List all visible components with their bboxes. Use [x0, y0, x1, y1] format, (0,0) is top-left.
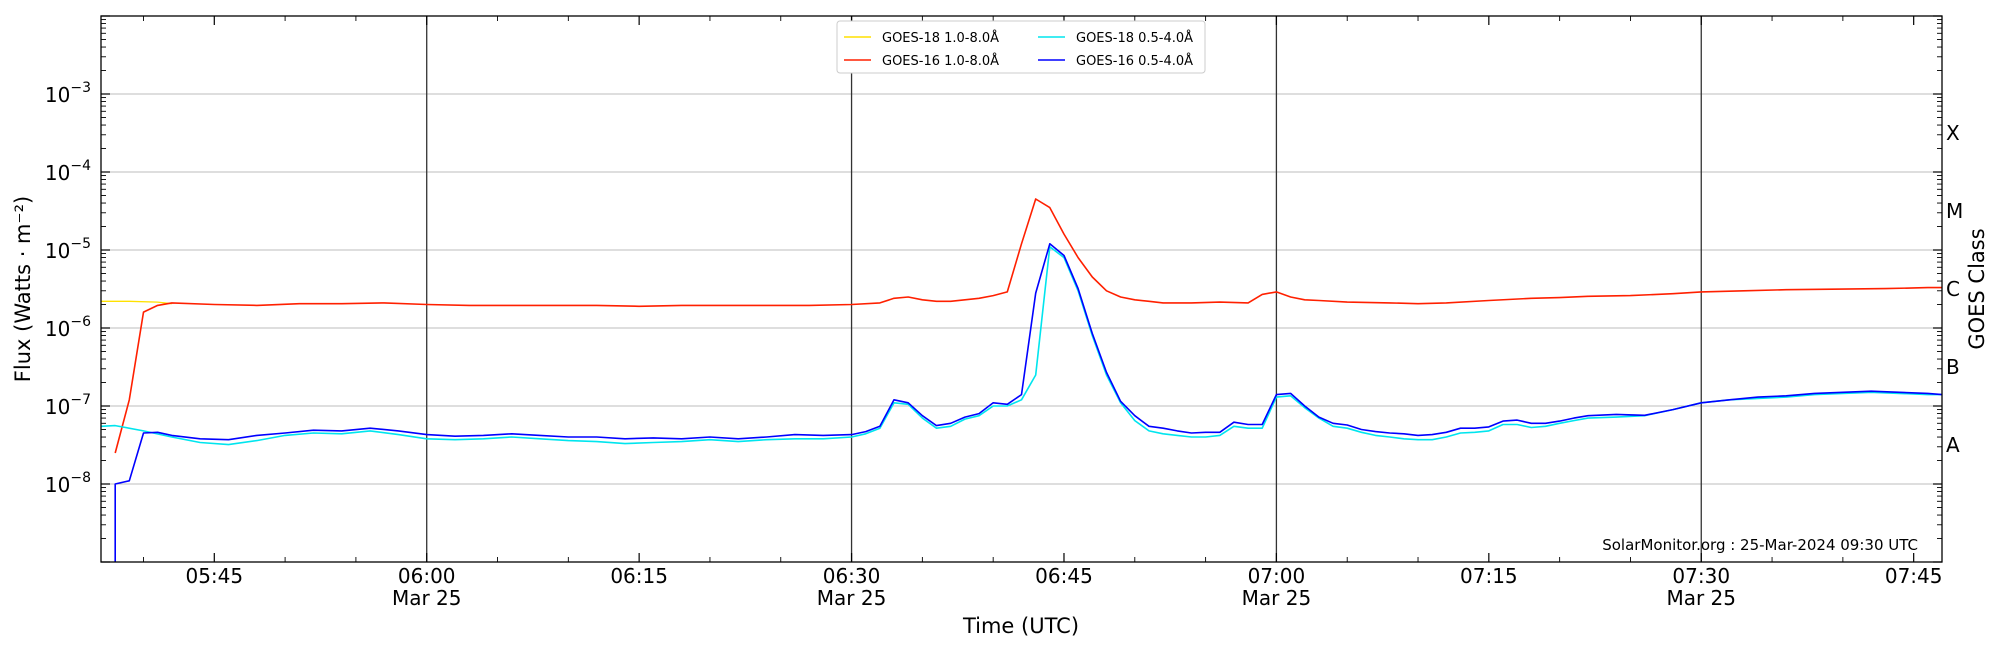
series-line	[101, 300, 172, 305]
y-tick-base: 10	[45, 83, 70, 107]
goes-class-label: M	[1946, 199, 1963, 223]
y-tick-label: 10−3	[45, 80, 91, 107]
grid-lines	[101, 93, 1942, 485]
x-tick-label: 07:45	[1885, 564, 1943, 588]
goes-class-label: C	[1946, 277, 1960, 301]
goes-class-axis: X M C B A	[1946, 121, 1963, 457]
y-tick-exponent: −8	[70, 470, 91, 486]
x-tick-label: 06:15	[610, 564, 668, 588]
series-line	[100, 246, 1942, 446]
legend-entry: GOES-18 0.5-4.0Å	[1076, 30, 1193, 46]
x-tick-label: 05:45	[185, 564, 243, 588]
legend-box	[836, 20, 1206, 74]
plot-frame	[100, 15, 1943, 563]
legend: GOES-18 1.0-8.0Å GOES-18 0.5-4.0Å GOES-16 …	[836, 20, 1206, 74]
y-tick-exponent: −4	[70, 158, 91, 174]
x-tick-label: 06:45	[1035, 564, 1093, 588]
date-marker-lines	[426, 16, 1702, 562]
goes-class-label: B	[1946, 355, 1960, 379]
goes-class-label: X	[1946, 121, 1960, 145]
series-line	[114, 243, 1943, 562]
y-tick-base: 10	[45, 395, 70, 419]
x-tick-date-label: Mar 25	[1242, 586, 1312, 610]
data-series	[100, 198, 1943, 562]
y-tick-label: 10−4	[45, 158, 91, 185]
legend-entry: GOES-16 1.0-8.0Å	[882, 53, 999, 69]
y-tick-base: 10	[45, 239, 70, 263]
series-line	[114, 198, 1942, 454]
y-tick-label: 10−8	[45, 470, 91, 497]
x-tick-label: 06:30	[823, 564, 881, 588]
x-axis-title: Time (UTC)	[962, 614, 1079, 638]
x-tick-date-label: Mar 25	[1666, 586, 1736, 610]
y-axis-title: Flux (Watts · m⁻²)	[11, 196, 35, 382]
x-tick-label: 07:00	[1248, 564, 1306, 588]
watermark: SolarMonitor.org : 25-Mar-2024 09:30 UTC	[1602, 536, 1918, 554]
y-tick-base: 10	[45, 317, 70, 341]
x-tick-date-label: Mar 25	[817, 586, 887, 610]
legend-entry: GOES-16 0.5-4.0Å	[1076, 53, 1193, 69]
x-tick-label: 07:15	[1460, 564, 1518, 588]
y-tick-base: 10	[45, 161, 70, 185]
y-tick-label: 10−7	[45, 392, 91, 419]
legend-entry: GOES-18 1.0-8.0Å	[882, 30, 999, 46]
y-tick-base: 10	[45, 473, 70, 497]
goes-class-axis-title: GOES Class	[1965, 228, 1989, 349]
y-tick-exponent: −6	[70, 314, 91, 330]
y-axis: 10−310−410−510−610−710−8	[45, 15, 1942, 563]
y-tick-label: 10−5	[45, 236, 91, 263]
x-tick-date-label: Mar 25	[392, 586, 462, 610]
x-tick-label: 06:00	[398, 564, 456, 588]
x-tick-label: 07:30	[1672, 564, 1730, 588]
goes-class-label: A	[1946, 433, 1960, 457]
y-tick-label: 10−6	[45, 314, 91, 341]
y-tick-exponent: −7	[70, 392, 91, 408]
y-tick-exponent: −3	[70, 80, 91, 96]
y-tick-exponent: −5	[70, 236, 91, 252]
